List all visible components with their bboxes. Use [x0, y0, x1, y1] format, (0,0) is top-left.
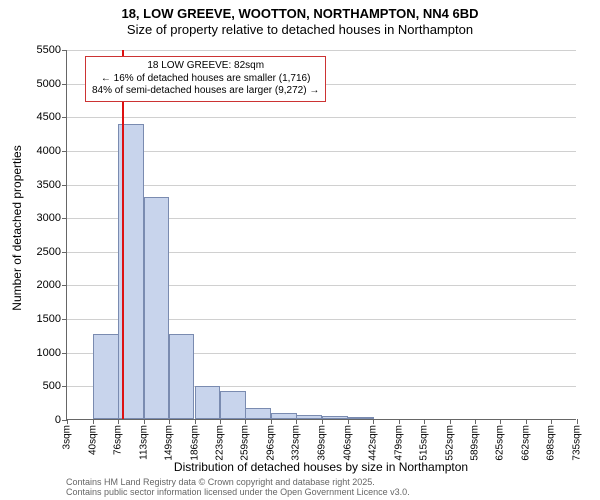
x-tick-label: 625sqm — [495, 425, 506, 461]
x-tick — [424, 419, 425, 424]
attribution-footer: Contains HM Land Registry data © Crown c… — [66, 478, 410, 498]
x-tick — [322, 419, 323, 424]
x-tick — [220, 419, 221, 424]
x-tick — [271, 419, 272, 424]
annotation-line: 84% of semi-detached houses are larger (… — [92, 85, 319, 98]
x-tick-label: 406sqm — [342, 425, 353, 461]
x-tick — [526, 419, 527, 424]
gridline — [67, 117, 576, 118]
x-tick — [169, 419, 170, 424]
x-tick-label: 515sqm — [418, 425, 429, 461]
page-title: 18, LOW GREEVE, WOOTTON, NORTHAMPTON, NN… — [0, 6, 600, 22]
x-tick-label: 662sqm — [521, 425, 532, 461]
histogram-bar — [348, 417, 374, 419]
y-tick-label: 500 — [43, 380, 67, 392]
histogram-bar — [220, 391, 246, 419]
histogram-bar — [93, 334, 119, 419]
histogram-bar — [245, 408, 271, 419]
y-tick-label: 3000 — [37, 212, 67, 224]
x-tick — [118, 419, 119, 424]
x-tick-label: 186sqm — [189, 425, 200, 461]
x-tick — [373, 419, 374, 424]
y-tick-label: 2000 — [37, 279, 67, 291]
annotation-line: 18 LOW GREEVE: 82sqm — [92, 60, 319, 73]
y-tick-label: 4000 — [37, 145, 67, 157]
x-tick-label: 735sqm — [572, 425, 583, 461]
x-tick-label: 698sqm — [546, 425, 557, 461]
y-axis-label: Number of detached properties — [10, 63, 24, 228]
x-tick — [144, 419, 145, 424]
y-tick-label: 5500 — [37, 44, 67, 56]
histogram-bar — [322, 416, 348, 419]
x-tick-label: 296sqm — [266, 425, 277, 461]
y-tick-label: 4500 — [37, 111, 67, 123]
x-tick-label: 113sqm — [138, 425, 149, 460]
x-tick-label: 369sqm — [317, 425, 328, 461]
x-tick-label: 223sqm — [215, 425, 226, 461]
x-tick — [577, 419, 578, 424]
page-subtitle: Size of property relative to detached ho… — [0, 22, 600, 38]
gridline — [67, 50, 576, 51]
x-tick-label: 332sqm — [291, 425, 302, 461]
y-tick-label: 2500 — [37, 246, 67, 258]
y-tick-label: 3500 — [37, 179, 67, 191]
histogram-bar — [296, 415, 322, 419]
x-tick-label: 479sqm — [393, 425, 404, 461]
annotation-line: ← 16% of detached houses are smaller (1,… — [92, 73, 319, 86]
x-tick-label: 40sqm — [87, 425, 98, 455]
x-tick-label: 259sqm — [240, 425, 251, 461]
x-tick — [399, 419, 400, 424]
y-tick-label: 1000 — [37, 347, 67, 359]
x-tick-label: 76sqm — [112, 425, 123, 455]
histogram-bar — [271, 413, 297, 419]
x-tick — [500, 419, 501, 424]
x-tick — [551, 419, 552, 424]
x-tick-label: 149sqm — [163, 425, 174, 461]
x-tick-label: 442sqm — [367, 425, 378, 461]
x-axis-label: Distribution of detached houses by size … — [66, 460, 576, 474]
annotation-box: 18 LOW GREEVE: 82sqm ← 16% of detached h… — [85, 56, 326, 102]
subject-marker-line — [122, 50, 124, 419]
x-tick — [450, 419, 451, 424]
y-tick-label: 5000 — [37, 78, 67, 90]
x-tick — [348, 419, 349, 424]
x-tick-label: 3sqm — [62, 425, 73, 449]
x-tick-label: 589sqm — [470, 425, 481, 461]
histogram-plot: 0500100015002000250030003500400045005000… — [66, 50, 576, 420]
x-tick — [245, 419, 246, 424]
histogram-bar — [195, 386, 221, 419]
x-tick — [296, 419, 297, 424]
x-tick — [67, 419, 68, 424]
y-tick-label: 1500 — [37, 313, 67, 325]
histogram-bar — [169, 334, 195, 419]
x-tick — [93, 419, 94, 424]
x-tick — [195, 419, 196, 424]
x-tick — [475, 419, 476, 424]
x-tick-label: 552sqm — [444, 425, 455, 461]
histogram-bar — [144, 197, 170, 419]
